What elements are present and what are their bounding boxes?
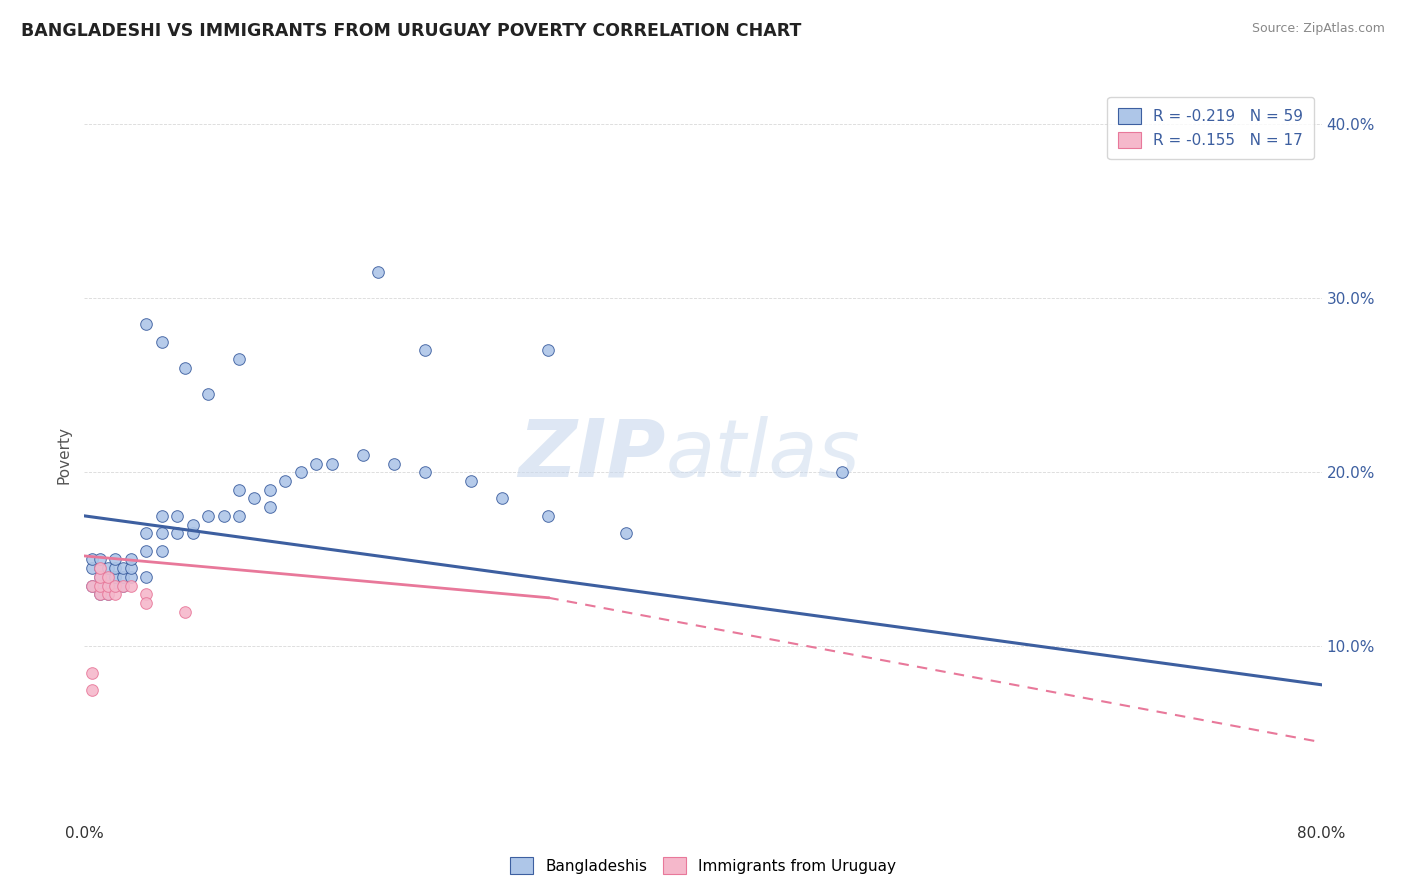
Point xyxy=(259,500,281,515)
Point xyxy=(228,508,250,523)
Point xyxy=(491,491,513,506)
Point xyxy=(174,360,197,375)
Point xyxy=(89,552,111,566)
Point xyxy=(181,517,204,532)
Point xyxy=(97,587,120,601)
Legend: Bangladeshis, Immigrants from Uruguay: Bangladeshis, Immigrants from Uruguay xyxy=(505,851,901,880)
Point xyxy=(112,578,135,592)
Point xyxy=(181,526,204,541)
Point xyxy=(537,343,560,358)
Point xyxy=(89,570,111,584)
Point xyxy=(135,570,157,584)
Point xyxy=(174,605,197,619)
Text: Source: ZipAtlas.com: Source: ZipAtlas.com xyxy=(1251,22,1385,36)
Point xyxy=(382,457,405,471)
Point xyxy=(82,665,104,680)
Point xyxy=(120,561,142,575)
Point xyxy=(150,334,173,349)
Point xyxy=(150,526,173,541)
Point xyxy=(290,466,312,480)
Point xyxy=(243,491,266,506)
Point xyxy=(82,578,104,592)
Point xyxy=(104,570,127,584)
Point xyxy=(537,508,560,523)
Point xyxy=(82,683,104,698)
Point xyxy=(831,466,853,480)
Y-axis label: Poverty: Poverty xyxy=(56,425,72,484)
Point xyxy=(104,578,127,592)
Text: ZIP: ZIP xyxy=(519,416,666,494)
Point xyxy=(614,526,637,541)
Point xyxy=(135,587,157,601)
Point xyxy=(367,265,389,279)
Point xyxy=(135,543,157,558)
Point xyxy=(120,578,142,592)
Point xyxy=(97,578,120,592)
Point xyxy=(321,457,343,471)
Point xyxy=(89,587,111,601)
Point xyxy=(135,526,157,541)
Point xyxy=(82,578,104,592)
Point xyxy=(82,552,104,566)
Point xyxy=(97,578,120,592)
Point xyxy=(97,561,120,575)
Point xyxy=(197,508,219,523)
Point xyxy=(89,561,111,575)
Legend: R = -0.219   N = 59, R = -0.155   N = 17: R = -0.219 N = 59, R = -0.155 N = 17 xyxy=(1108,97,1315,159)
Point xyxy=(97,587,120,601)
Point xyxy=(259,483,281,497)
Point xyxy=(82,561,104,575)
Point xyxy=(97,570,120,584)
Point xyxy=(228,352,250,367)
Point xyxy=(89,578,111,592)
Point xyxy=(112,570,135,584)
Point xyxy=(135,596,157,610)
Point xyxy=(274,474,297,488)
Point xyxy=(89,570,111,584)
Point xyxy=(305,457,328,471)
Point xyxy=(104,587,127,601)
Point xyxy=(104,578,127,592)
Point xyxy=(352,448,374,462)
Point xyxy=(104,552,127,566)
Point xyxy=(120,570,142,584)
Point xyxy=(166,526,188,541)
Point xyxy=(89,578,111,592)
Point xyxy=(120,552,142,566)
Point xyxy=(166,508,188,523)
Point xyxy=(197,387,219,401)
Point xyxy=(89,587,111,601)
Point xyxy=(413,466,436,480)
Point xyxy=(112,561,135,575)
Point xyxy=(97,570,120,584)
Point xyxy=(150,508,173,523)
Point xyxy=(212,508,235,523)
Point xyxy=(135,318,157,332)
Point xyxy=(460,474,482,488)
Text: atlas: atlas xyxy=(666,416,860,494)
Point xyxy=(150,543,173,558)
Text: BANGLADESHI VS IMMIGRANTS FROM URUGUAY POVERTY CORRELATION CHART: BANGLADESHI VS IMMIGRANTS FROM URUGUAY P… xyxy=(21,22,801,40)
Point xyxy=(112,578,135,592)
Point xyxy=(89,561,111,575)
Point xyxy=(413,343,436,358)
Point xyxy=(104,561,127,575)
Point xyxy=(228,483,250,497)
